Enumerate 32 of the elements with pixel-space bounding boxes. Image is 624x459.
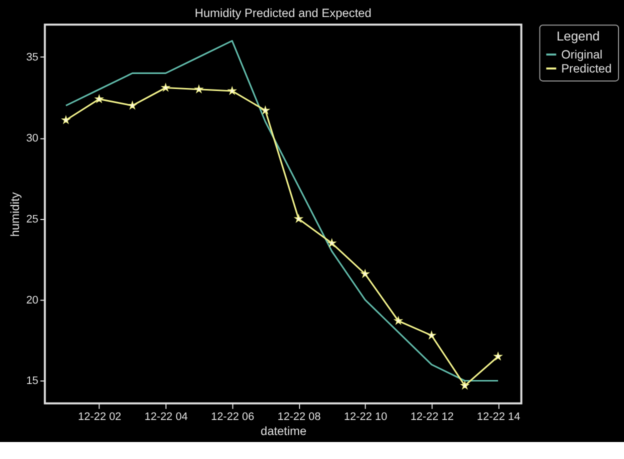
- point: [162, 84, 170, 92]
- legend-title: Legend: [556, 28, 600, 44]
- x-axis-title: datetime: [260, 424, 307, 438]
- point: [361, 270, 370, 278]
- point: [428, 331, 436, 339]
- x-tick-label: 12-22 14: [476, 410, 520, 423]
- y-axis-title: humidity: [8, 192, 22, 237]
- x-tick-label: 12-22 08: [277, 410, 321, 423]
- y-tick-label: 25: [26, 213, 38, 226]
- legend-label: Original: [561, 48, 602, 62]
- point: [460, 381, 469, 390]
- y-tick-label: 35: [26, 51, 38, 64]
- point: [62, 116, 70, 124]
- chart-title: Humidity Predicted and Expected: [194, 6, 372, 20]
- point: [328, 238, 336, 247]
- point: [394, 316, 402, 324]
- x-tick-label: 12-22 02: [78, 410, 122, 423]
- point: [294, 214, 303, 222]
- y-tick-label: 30: [26, 132, 38, 144]
- legend-label: Predicted: [561, 61, 612, 76]
- point: [494, 352, 502, 360]
- x-tick-label: 12-22 12: [410, 410, 454, 423]
- point: [194, 85, 203, 93]
- point: [95, 94, 104, 103]
- x-tick-label: 12-22 06: [210, 410, 254, 423]
- x-tick-label: 12-22 04: [144, 410, 188, 423]
- y-tick-label: 15: [26, 375, 38, 388]
- y-tick-label: 20: [26, 294, 38, 306]
- x-tick-label: 12-22 10: [344, 410, 388, 423]
- point: [128, 101, 136, 110]
- point: [261, 106, 270, 114]
- point: [228, 86, 236, 95]
